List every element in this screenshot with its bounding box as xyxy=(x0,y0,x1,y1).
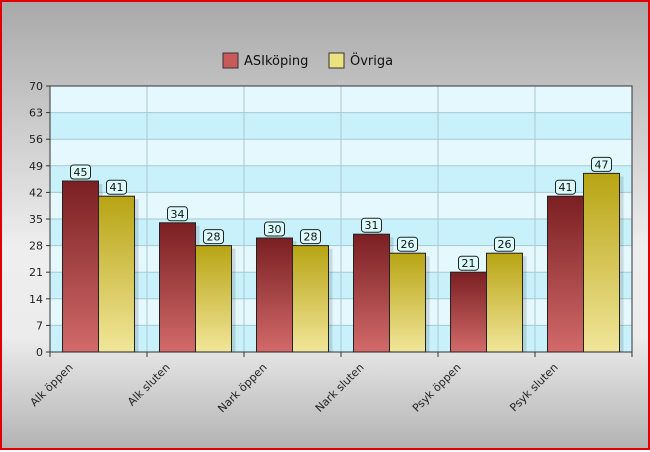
data-label: 47 xyxy=(595,158,609,171)
legend-swatch-series-2 xyxy=(328,52,345,69)
bar-series-1-3 xyxy=(256,237,293,353)
legend-label-series-1: ASIköping xyxy=(244,54,308,69)
bar-series-2-3 xyxy=(292,245,329,353)
x-tick-label: Nark öppen xyxy=(215,361,269,415)
bar-series-2-6 xyxy=(583,172,620,353)
y-tick-label: 35 xyxy=(29,213,43,226)
data-label-box xyxy=(494,236,515,252)
data-label-box xyxy=(167,206,188,222)
y-tick-label: 42 xyxy=(29,186,43,199)
legend-swatch-series-1 xyxy=(222,52,239,69)
data-label-box xyxy=(70,164,91,180)
data-label: 28 xyxy=(207,231,221,244)
data-label-box xyxy=(300,229,321,245)
data-label: 34 xyxy=(171,208,185,221)
y-tick-label: 56 xyxy=(29,133,43,146)
data-label-box xyxy=(397,236,418,252)
bar-series-2-1 xyxy=(98,195,135,353)
data-label: 21 xyxy=(462,257,476,270)
bar-series-1-6 xyxy=(547,195,584,353)
data-label: 31 xyxy=(365,219,379,232)
data-label: 41 xyxy=(559,181,573,194)
data-label: 41 xyxy=(110,181,124,194)
data-label-box xyxy=(591,156,612,172)
y-tick-label: 49 xyxy=(29,160,43,173)
data-label: 30 xyxy=(268,223,282,236)
legend: ASIköping Övriga xyxy=(222,52,393,69)
bar-series-1-5 xyxy=(450,271,487,353)
x-axis: Alk öppen Alk sluten Nark öppen Nark sluten… xyxy=(28,352,633,415)
x-tick-label: Psyk öppen xyxy=(410,361,464,415)
bar-series-1-4 xyxy=(353,233,390,353)
y-tick-label: 7 xyxy=(36,319,43,332)
y-tick-label: 63 xyxy=(29,107,43,120)
y-tick-label: 28 xyxy=(29,240,43,253)
bar-series-1-1 xyxy=(62,180,99,353)
data-label: 26 xyxy=(401,238,415,251)
data-label: 26 xyxy=(498,238,512,251)
legend-label-series-2: Övriga xyxy=(350,52,393,69)
x-tick-label: Alk sluten xyxy=(125,361,173,409)
y-axis: 0 7 14 21 28 35 42 49 56 63 70 xyxy=(29,80,50,359)
y-tick-label: 0 xyxy=(36,346,43,359)
data-label: 28 xyxy=(304,231,318,244)
data-label-box xyxy=(203,229,224,245)
data-label-box xyxy=(361,217,382,233)
bars xyxy=(62,172,624,353)
x-tick-label: Psyk sluten xyxy=(507,361,560,414)
data-label-box xyxy=(555,179,576,195)
data-label-box xyxy=(458,255,479,271)
data-label: 45 xyxy=(74,166,88,179)
data-label-box xyxy=(106,179,127,195)
bar-series-2-4 xyxy=(389,252,426,353)
x-tick-label: Alk öppen xyxy=(28,361,76,409)
data-labels: 45 41 34 28 30 28 31 26 21 26 41 47 xyxy=(70,156,612,271)
bar-series-2-5 xyxy=(486,252,523,353)
bar-series-2-2 xyxy=(195,245,232,353)
y-tick-label: 70 xyxy=(29,80,43,93)
y-tick-label: 14 xyxy=(29,293,43,306)
data-label-box xyxy=(264,221,285,237)
y-tick-label: 21 xyxy=(29,266,43,279)
bar-series-1-2 xyxy=(159,222,196,353)
x-tick-label: Nark sluten xyxy=(313,361,367,415)
